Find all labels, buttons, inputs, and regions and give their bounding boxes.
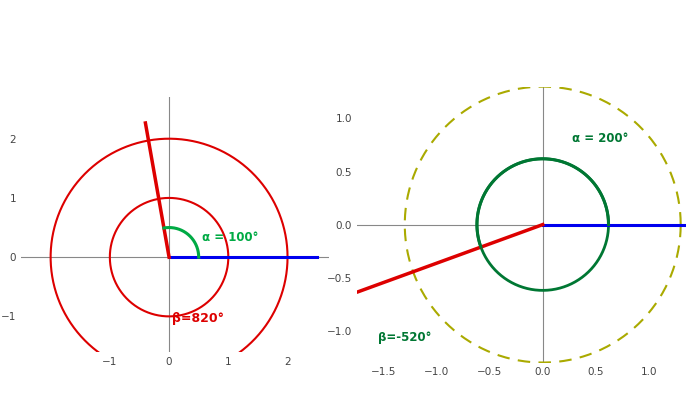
Text: β=820°: β=820° [172,312,224,325]
Text: α = 100°: α = 100° [202,230,258,243]
Text: α = 200°: α = 200° [573,132,629,145]
Text: β=-520°: β=-520° [378,331,432,344]
Text: Example 3: Coterminal Angles: Example 3: Coterminal Angles [115,20,585,48]
